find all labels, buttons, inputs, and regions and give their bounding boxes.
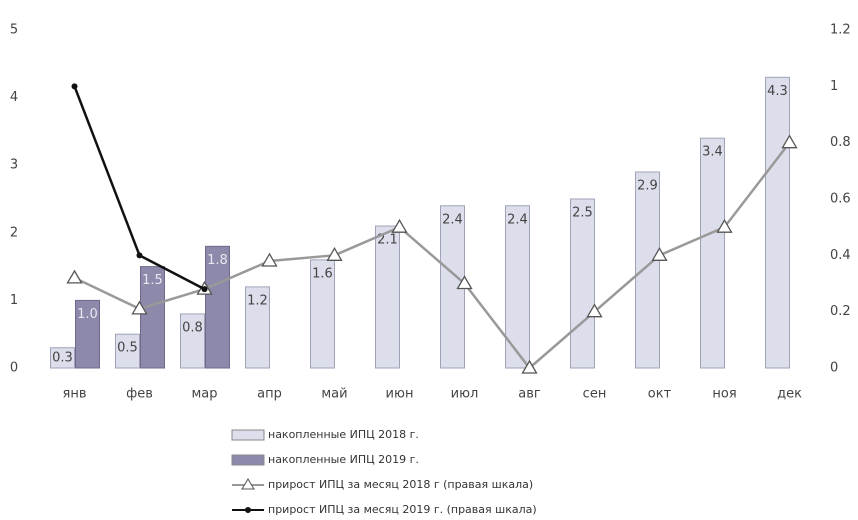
y-tick-label: 1 [10,293,18,308]
y2-tick-label: 0.2 [830,304,851,319]
legend-marker [245,507,251,513]
legend-label: прирост ИПЦ за месяц 2019 г. (правая шка… [268,503,537,516]
data-label: 0.8 [182,320,203,335]
x-tick-label: мар [191,387,217,402]
bar [140,266,165,369]
marker [716,218,733,233]
bar [180,313,205,369]
data-label: 2.1 [377,233,398,248]
data-label: 2.5 [572,206,593,221]
marker [136,252,143,259]
y2-tick-label: 1.2 [830,23,851,38]
y2-tick-label: 0.6 [830,192,851,207]
x-tick-label: окт [648,387,672,402]
x-tick-label: ноя [712,387,736,402]
x-tick-label: сен [583,387,607,402]
x-tick-label: дек [777,387,802,402]
data-label: 0.5 [117,341,138,356]
data-label: 1.6 [312,266,333,281]
data-label: 1.0 [77,307,98,322]
legend-label: прирост ИПЦ за месяц 2018 г (правая шкал… [268,478,533,491]
y2-tick-label: 0 [830,361,838,376]
x-tick-label: июн [386,387,414,402]
data-label: 2.4 [507,212,528,227]
marker [66,269,83,284]
marker [781,134,798,149]
x-tick-label: июл [451,387,479,402]
bar [505,205,530,369]
bar [245,286,270,369]
legend-swatch [231,454,265,466]
bar [75,299,100,369]
data-label: 3.4 [702,145,723,160]
marker [71,83,78,90]
x-tick-label: янв [63,387,87,402]
bar [310,259,335,369]
data-label: 2.9 [637,178,658,193]
data-label: 1.2 [247,293,268,308]
line [73,85,206,291]
marker [326,247,343,261]
marker [651,247,668,261]
bar [205,245,230,369]
marker [261,252,278,267]
marker [456,275,473,290]
x-tick-label: апр [257,387,282,402]
marker [391,218,408,233]
x-tick-label: авг [518,387,541,402]
bar [570,198,595,369]
y-tick-label: 0 [10,361,18,376]
marker [131,300,148,315]
legend-label: накопленные ИПЦ 2019 г. [268,453,419,466]
y2-tick-label: 0.4 [830,248,851,263]
legend-label: накопленные ИПЦ 2018 г. [268,428,419,441]
data-label: 2.4 [442,212,463,227]
y2-tick-label: 1 [830,79,838,94]
line [73,141,791,370]
bar [50,347,75,369]
marker [201,286,208,293]
legend-marker [241,478,255,490]
data-label: 0.3 [52,351,73,366]
bar [115,333,140,369]
y-tick-label: 3 [10,158,18,173]
y-tick-label: 5 [10,23,18,38]
bar [765,76,790,369]
bar [635,171,660,369]
data-label: 1.8 [207,253,228,268]
data-label: 4.3 [767,84,788,99]
bar [700,137,725,369]
y-tick-label: 4 [10,90,18,105]
y-tick-label: 2 [10,225,18,240]
legend-swatch [231,429,265,441]
data-label: 1.5 [142,273,163,288]
x-tick-label: май [321,387,347,402]
marker [586,303,603,318]
x-tick-label: фев [126,387,153,402]
bar [375,225,400,369]
marker [521,359,538,374]
y2-tick-label: 0.8 [830,135,851,150]
